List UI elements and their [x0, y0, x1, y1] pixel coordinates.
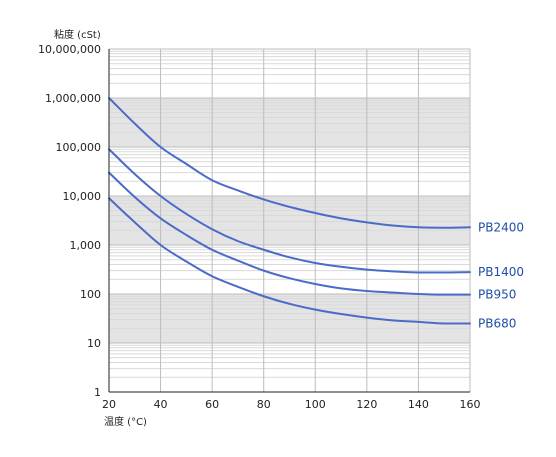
- series-group: [108, 97, 471, 325]
- plot-grid: [108, 48, 471, 393]
- x-axis-title: 温度 (°C): [104, 415, 147, 428]
- series-line-pb2400: [108, 97, 471, 229]
- x-tick-label: 100: [305, 398, 326, 411]
- axes: [108, 49, 470, 393]
- y-axis-title: 粘度 (cSt): [54, 28, 101, 41]
- y-tick-label: 100,000: [56, 141, 102, 154]
- series-label-pb1400: PB1400: [478, 265, 524, 279]
- y-tick-label: 100: [80, 288, 101, 301]
- series-label-pb950: PB950: [478, 288, 516, 302]
- decade-band: [109, 147, 470, 196]
- series-line-pb950: [108, 171, 471, 296]
- decade-band: [109, 343, 470, 392]
- y-tick-labels: 1 10 100 1,000 10,000 100,000 1,000,000 10,000,…: [38, 43, 101, 399]
- decade-band: [109, 98, 470, 147]
- decade-band: [109, 49, 470, 98]
- decade-band: [109, 294, 470, 343]
- y-tick-label: 1,000,000: [45, 92, 101, 105]
- x-tick-labels: 20 40 60 80 100 120 140 160: [102, 398, 481, 411]
- series-label-pb680: PB680: [478, 317, 516, 331]
- x-tick-label: 60: [205, 398, 219, 411]
- plot-bands: [109, 49, 470, 392]
- x-tick-label: 120: [356, 398, 377, 411]
- series-labels: PB2400 PB1400 PB950 PB680: [478, 220, 524, 330]
- x-tick-label: 20: [102, 398, 116, 411]
- x-tick-label: 160: [460, 398, 481, 411]
- series-line-pb680: [108, 197, 471, 325]
- y-tick-label: 10,000,000: [38, 43, 101, 56]
- x-tick-label: 40: [154, 398, 168, 411]
- y-tick-label: 1: [94, 386, 101, 399]
- decade-band: [109, 245, 470, 294]
- decade-band: [109, 196, 470, 245]
- x-tick-label: 80: [257, 398, 271, 411]
- y-tick-label: 10: [87, 337, 101, 350]
- series-line-pb1400: [108, 148, 471, 274]
- y-tick-label: 1,000: [70, 239, 102, 252]
- y-tick-label: 10,000: [63, 190, 102, 203]
- series-label-pb2400: PB2400: [478, 220, 524, 234]
- x-tick-label: 140: [408, 398, 429, 411]
